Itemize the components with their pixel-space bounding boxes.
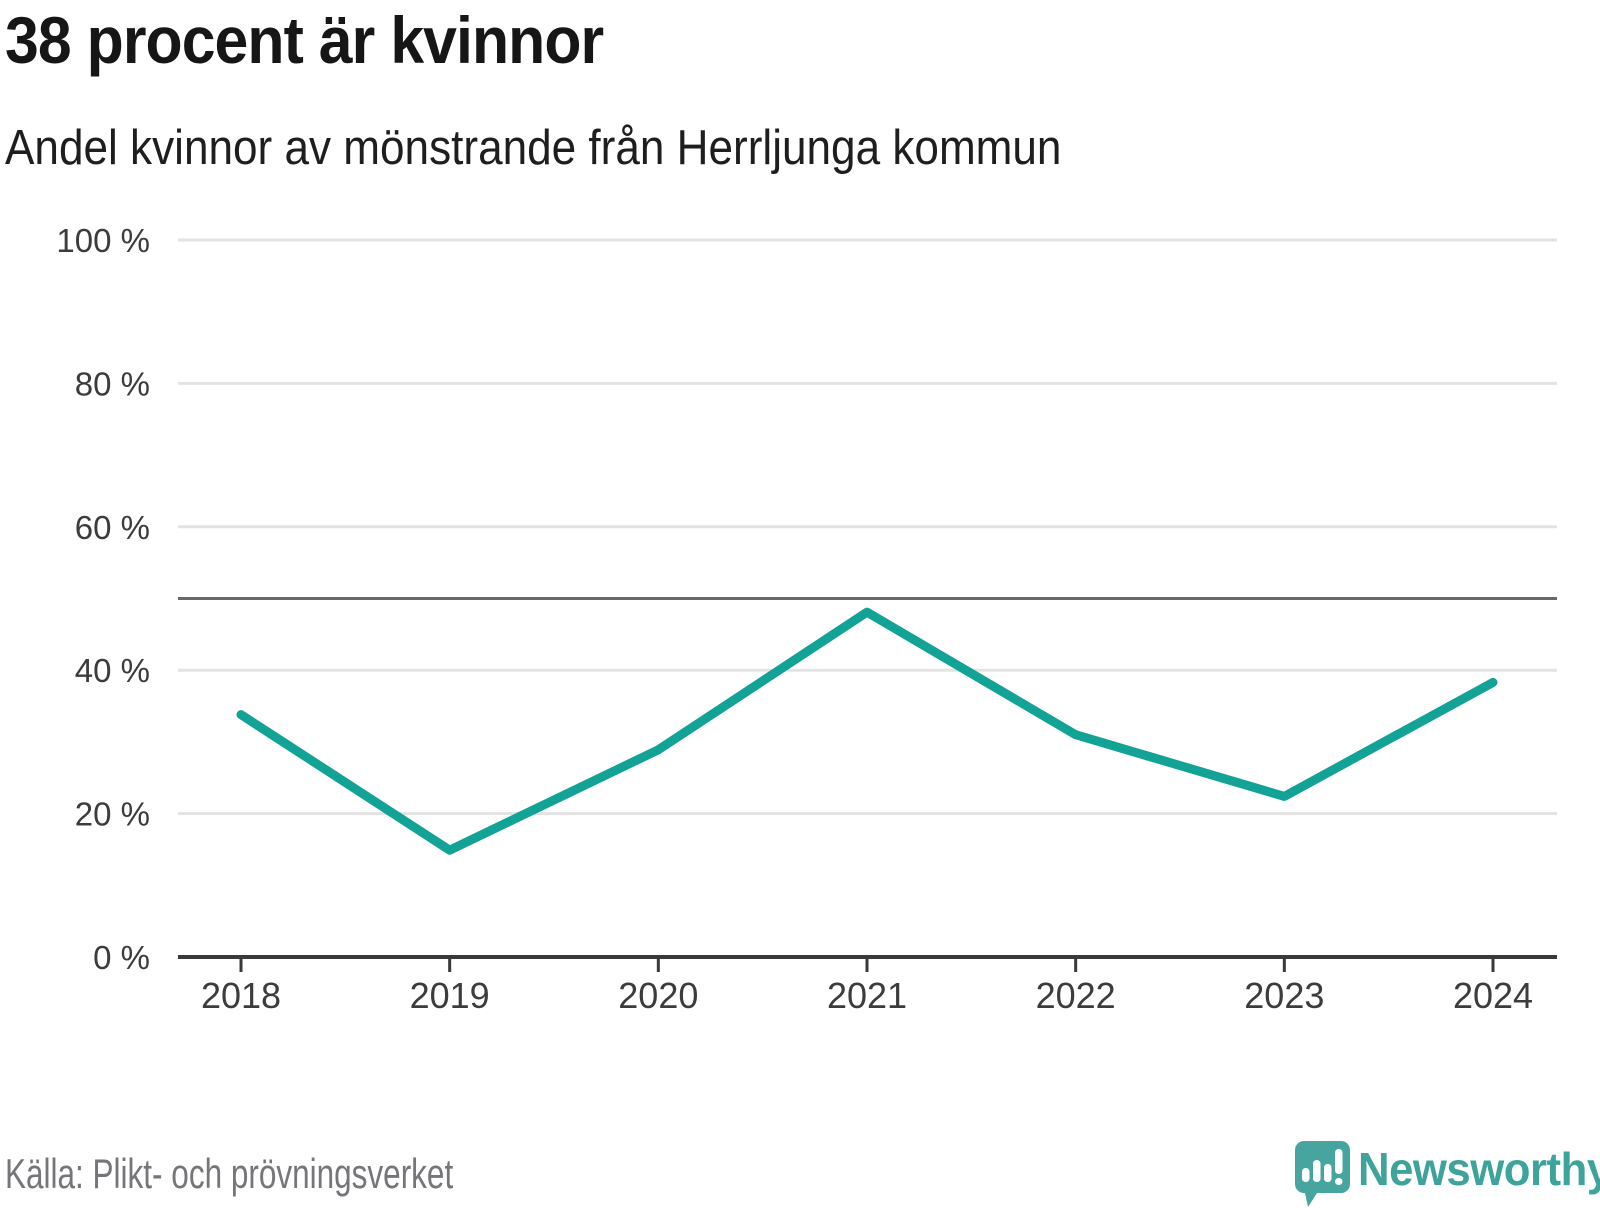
data-line: [236, 607, 1498, 855]
y-tick-label: 40 %: [75, 652, 150, 689]
y-tick-label: 0 %: [93, 939, 150, 976]
source-note: Källa: Plikt- och prövningsverket: [5, 1150, 454, 1197]
y-tick-label: 20 %: [75, 796, 150, 833]
y-tick-label: 60 %: [75, 509, 150, 546]
x-tick-label: 2024: [1453, 975, 1533, 1016]
x-tick-label: 2018: [201, 975, 281, 1016]
y-tick-label: 100 %: [56, 222, 150, 259]
logo-bar-1: [1302, 1168, 1310, 1182]
x-tick-label: 2020: [618, 975, 698, 1016]
chart-subtitle: Andel kvinnor av mönstrande från Herrlju…: [5, 121, 1062, 175]
x-tick-label: 2023: [1244, 975, 1324, 1016]
logo-exclamation-dot: [1335, 1178, 1343, 1185]
newsworthy-logo-icon: [1295, 1141, 1350, 1207]
y-tick-label: 80 %: [75, 365, 150, 402]
logo-exclamation-bar: [1335, 1149, 1343, 1174]
logo-bar-2: [1313, 1160, 1321, 1182]
logo-bar-3: [1324, 1164, 1332, 1182]
trend-line-chart: 0 % 20 % 40 % 60 % 80 % 100 % 2018 2019 2020 2021…: [56, 222, 1557, 1016]
newsworthy-wordmark: Newsworthy: [1358, 1143, 1600, 1195]
chart-title: 38 procent är kvinnor: [5, 3, 604, 77]
x-tick-label: 2021: [827, 975, 907, 1016]
x-tick-label: 2022: [1036, 975, 1116, 1016]
x-tick-label: 2019: [410, 975, 490, 1016]
